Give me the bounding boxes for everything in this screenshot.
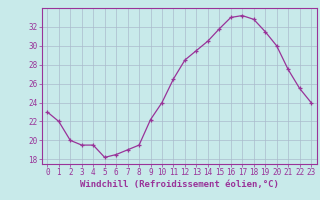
X-axis label: Windchill (Refroidissement éolien,°C): Windchill (Refroidissement éolien,°C): [80, 180, 279, 189]
